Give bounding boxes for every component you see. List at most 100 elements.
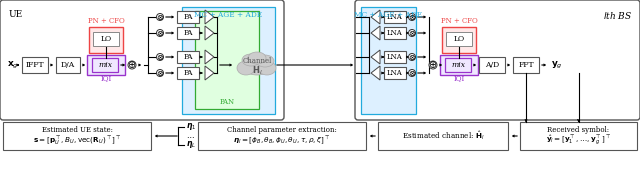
Text: PN + CFO: PN + CFO (88, 17, 124, 25)
Polygon shape (205, 10, 214, 24)
Text: PAN: PAN (220, 98, 235, 106)
Bar (440, 55, 478, 75)
Text: $\boldsymbol{\eta}_L$: $\boldsymbol{\eta}_L$ (186, 140, 196, 151)
Polygon shape (371, 26, 380, 40)
Text: mix: mix (98, 61, 112, 69)
Ellipse shape (256, 55, 274, 67)
Text: Estimated channel: $\hat{\mathbf{H}}_l$: Estimated channel: $\hat{\mathbf{H}}_l$ (401, 130, 484, 142)
Text: $\mathbf{H}_l$: $\mathbf{H}_l$ (252, 65, 262, 77)
Text: Channel: Channel (243, 57, 271, 65)
Circle shape (429, 61, 437, 69)
Text: $\boldsymbol{\eta}_l=[\phi_B,\theta_B,\phi_U,\theta_U,\tau,\rho,\xi]^\top$: $\boldsymbol{\eta}_l=[\phi_B,\theta_B,\p… (234, 135, 331, 147)
Text: IQI: IQI (453, 74, 465, 82)
Text: $\otimes$: $\otimes$ (156, 53, 164, 62)
Ellipse shape (242, 55, 272, 75)
Text: Received symbol:: Received symbol: (547, 126, 609, 134)
Text: Channel parameter extraction:: Channel parameter extraction: (227, 126, 337, 134)
Bar (384, 67, 406, 79)
Text: D/A: D/A (61, 61, 75, 69)
Text: MC + AGE + ADE: MC + AGE + ADE (355, 11, 422, 19)
Text: IFFT: IFFT (26, 61, 44, 69)
Ellipse shape (242, 54, 260, 66)
Bar (361, 7, 416, 114)
Bar (56, 57, 80, 73)
Text: A/D: A/D (485, 61, 499, 69)
Bar (87, 55, 125, 75)
Text: $l$th BS: $l$th BS (603, 10, 632, 21)
Bar (195, 11, 259, 109)
Polygon shape (205, 50, 214, 64)
Text: $\otimes$: $\otimes$ (408, 69, 416, 77)
Text: $\cdots$: $\cdots$ (186, 132, 195, 140)
Text: LNA: LNA (387, 69, 403, 77)
Bar (177, 67, 199, 79)
Text: LNA: LNA (387, 53, 403, 61)
Text: $\boldsymbol{\eta}_1$: $\boldsymbol{\eta}_1$ (186, 122, 196, 132)
Text: mix: mix (451, 61, 465, 69)
Text: $\mathbf{s}=[\mathbf{p}_U^\top, B_U, \mathrm{vec}(\mathbf{R}_U)^\top]^\top$: $\mathbf{s}=[\mathbf{p}_U^\top, B_U, \ma… (33, 135, 122, 147)
Bar (384, 11, 406, 23)
Text: PA: PA (183, 13, 193, 21)
Text: $\otimes$: $\otimes$ (156, 69, 164, 77)
Circle shape (408, 14, 415, 20)
Ellipse shape (248, 52, 266, 64)
Text: LNA: LNA (387, 13, 403, 21)
Bar (442, 27, 476, 53)
Bar (445, 58, 471, 72)
Bar (446, 32, 472, 46)
Text: $\otimes$: $\otimes$ (156, 12, 164, 22)
Bar (384, 27, 406, 39)
Text: UE: UE (9, 10, 23, 19)
Text: PA: PA (183, 53, 193, 61)
Text: LO: LO (453, 35, 465, 43)
Bar (3, 122, 151, 150)
Bar (22, 57, 48, 73)
Circle shape (128, 61, 136, 69)
Bar (177, 51, 199, 63)
Text: $\otimes$: $\otimes$ (408, 53, 416, 62)
Text: $\otimes$: $\otimes$ (156, 28, 164, 38)
Polygon shape (371, 10, 380, 24)
Text: $\mathbf{x}_g$: $\mathbf{x}_g$ (7, 59, 19, 70)
Ellipse shape (258, 61, 276, 75)
Circle shape (157, 54, 163, 61)
Circle shape (157, 69, 163, 77)
Circle shape (157, 30, 163, 36)
Circle shape (408, 69, 415, 77)
FancyBboxPatch shape (355, 0, 640, 120)
Circle shape (408, 30, 415, 36)
Text: LO: LO (100, 35, 111, 43)
Text: FFT: FFT (518, 61, 534, 69)
Text: $\hat{\mathbf{y}}_l=[\mathbf{y}_1^\top,\ldots,\mathbf{y}_g^\top]^\top$: $\hat{\mathbf{y}}_l=[\mathbf{y}_1^\top,\… (546, 134, 611, 148)
Text: $\otimes$: $\otimes$ (408, 28, 416, 38)
Text: $\oplus$: $\oplus$ (428, 59, 438, 70)
Text: $\otimes$: $\otimes$ (408, 12, 416, 22)
Text: LNA: LNA (387, 29, 403, 37)
Bar (513, 57, 539, 73)
Bar (198, 122, 366, 150)
Circle shape (408, 54, 415, 61)
Bar (378, 122, 508, 150)
Bar (182, 7, 275, 114)
Bar (520, 122, 637, 150)
Bar (89, 27, 123, 53)
Polygon shape (371, 50, 380, 64)
Circle shape (157, 14, 163, 20)
Text: PN + CFO: PN + CFO (440, 17, 477, 25)
Bar (177, 11, 199, 23)
Polygon shape (205, 66, 214, 80)
Bar (177, 27, 199, 39)
Bar (479, 57, 505, 73)
Text: PA: PA (183, 29, 193, 37)
Ellipse shape (237, 61, 255, 75)
Bar (92, 58, 118, 72)
Text: $\mathbf{y}_g$: $\mathbf{y}_g$ (551, 59, 563, 70)
Text: Estimated UE state:: Estimated UE state: (42, 126, 113, 134)
Text: IQI: IQI (100, 74, 111, 82)
Text: MC + AGE + ADE: MC + AGE + ADE (195, 11, 262, 19)
Text: PA: PA (183, 69, 193, 77)
Text: $\oplus$: $\oplus$ (127, 59, 136, 70)
Bar (93, 32, 119, 46)
Bar (384, 51, 406, 63)
Polygon shape (371, 66, 380, 80)
